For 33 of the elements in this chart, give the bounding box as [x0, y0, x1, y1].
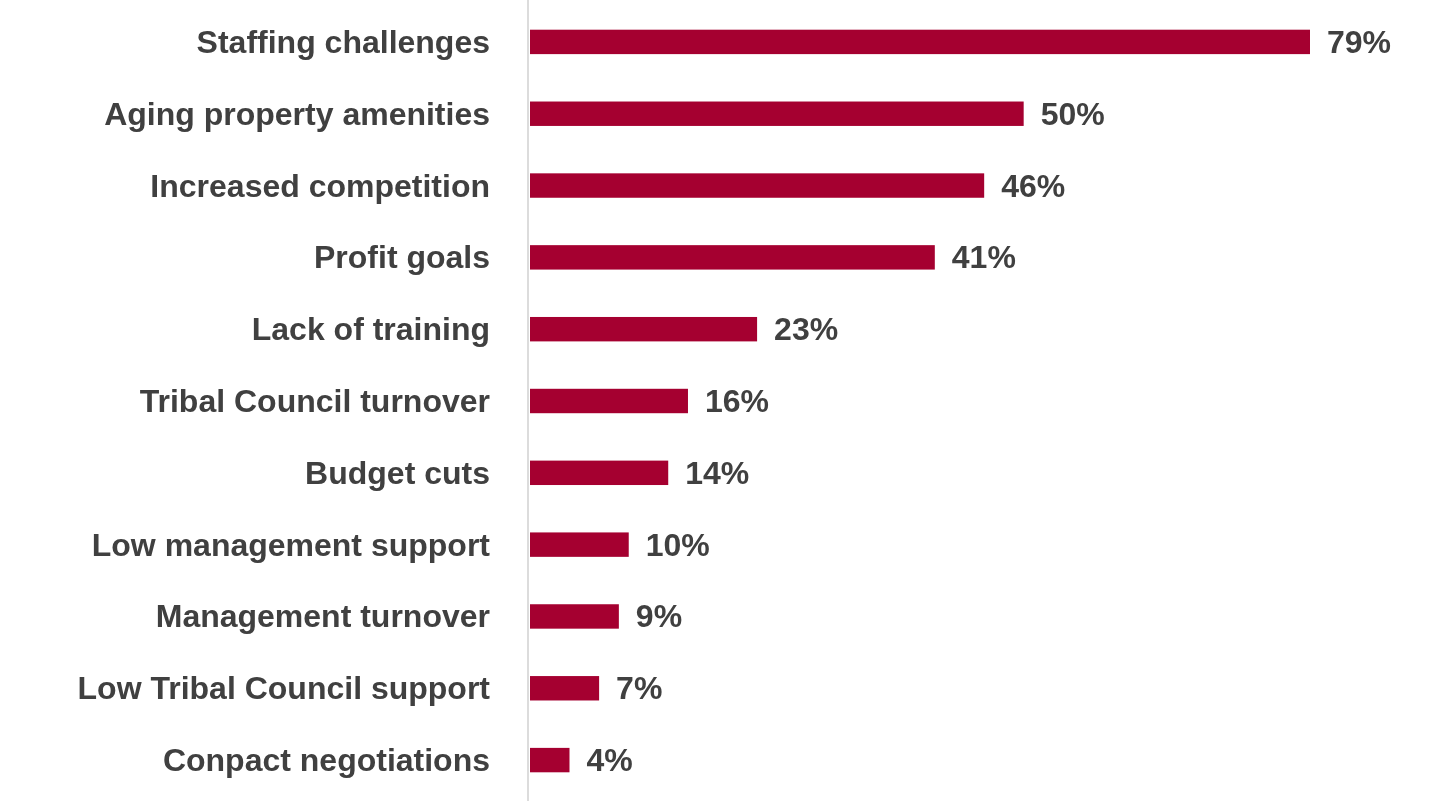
- data-label: 10%: [645, 526, 710, 563]
- y-tick-label: Tribal Council turnover: [139, 383, 490, 419]
- bar: [530, 245, 935, 270]
- data-label: 7%: [616, 670, 663, 707]
- bar: [530, 29, 1310, 55]
- bar: [530, 173, 985, 198]
- data-label: 9%: [635, 598, 683, 635]
- y-tick-label: Low management support: [91, 526, 491, 563]
- y-tick-label: Staffing challenges: [196, 23, 490, 60]
- bar: [530, 747, 570, 773]
- data-label: 50%: [1040, 95, 1105, 132]
- data-label: 4%: [586, 742, 633, 779]
- data-label: 41%: [951, 239, 1016, 276]
- y-tick-label: Conpact negotiations: [162, 742, 490, 779]
- bar: [530, 101, 1024, 126]
- y-tick-label: Profit goals: [313, 239, 490, 276]
- data-label: 16%: [704, 383, 770, 419]
- bar: [530, 676, 600, 701]
- y-tick-label: Aging property amenities: [104, 95, 490, 132]
- y-tick-label: Increased competition: [150, 167, 490, 204]
- bar: [530, 388, 688, 414]
- data-label: 23%: [774, 311, 839, 348]
- y-tick-label: Low Tribal Council support: [77, 670, 491, 707]
- y-tick-label: Management turnover: [155, 598, 490, 635]
- data-label: 14%: [685, 454, 750, 491]
- bar: [530, 460, 669, 486]
- bar: [530, 316, 758, 342]
- y-tick-label: Lack of training: [251, 311, 490, 348]
- bar: [530, 532, 629, 557]
- y-tick-label: Budget cuts: [305, 454, 490, 491]
- data-label: 79%: [1327, 23, 1392, 60]
- bar: [530, 604, 619, 629]
- data-label: 46%: [1001, 167, 1066, 204]
